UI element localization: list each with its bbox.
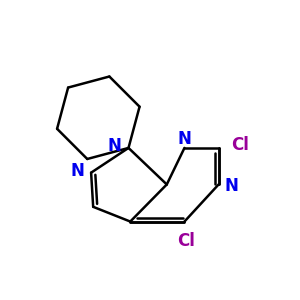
Text: N: N (107, 136, 121, 154)
Text: N: N (178, 130, 191, 148)
Text: Cl: Cl (231, 136, 249, 154)
Text: Cl: Cl (177, 232, 195, 250)
Text: N: N (225, 177, 239, 195)
Text: N: N (71, 162, 85, 180)
